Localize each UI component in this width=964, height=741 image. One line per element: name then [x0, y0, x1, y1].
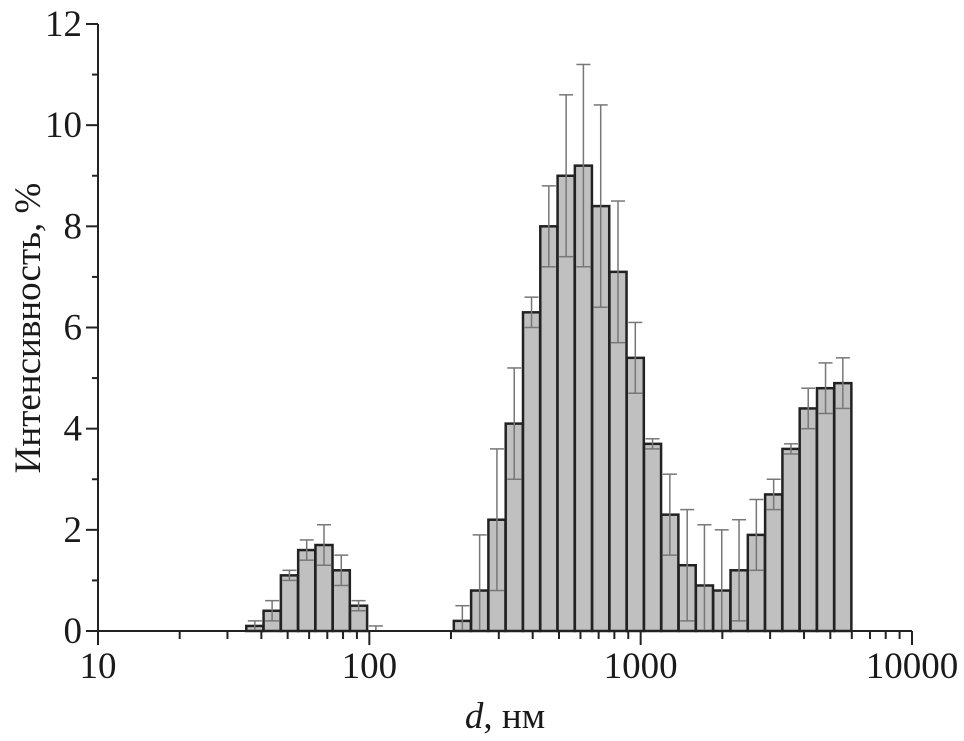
x-tick-label: 10000	[866, 646, 959, 687]
bar	[625, 356, 646, 633]
error-bars-group	[247, 63, 850, 631]
bar	[521, 311, 542, 633]
bar	[781, 447, 801, 633]
bar	[763, 493, 784, 633]
y-tick-label: 4	[64, 409, 83, 450]
x-axis-title: d, нм	[465, 696, 545, 737]
x-axis-variable: d	[465, 696, 484, 737]
x-tick-label: 1000	[604, 646, 678, 687]
y-tick-label: 10	[45, 105, 82, 146]
x-tick-label: 100	[342, 646, 398, 687]
bar	[798, 407, 819, 633]
tick-labels-group: 0 2 4 6 8 10 12 10 100 1000 10000	[45, 4, 958, 687]
y-tick-label: 8	[64, 206, 83, 247]
bar	[815, 386, 836, 633]
y-tick-label: 6	[64, 308, 83, 349]
y-tick-label: 2	[64, 510, 83, 551]
bar	[296, 548, 317, 633]
bar	[279, 574, 300, 633]
x-tick-label: 10	[80, 646, 117, 687]
y-axis-title: Интенсивность, %	[8, 183, 49, 474]
bar	[833, 381, 853, 633]
axes-group	[86, 23, 913, 645]
bar	[539, 225, 559, 633]
y-tick-label: 0	[64, 611, 83, 652]
x-axis-unit: , нм	[483, 696, 545, 737]
bar	[642, 442, 663, 633]
y-tick-label: 12	[45, 4, 82, 45]
